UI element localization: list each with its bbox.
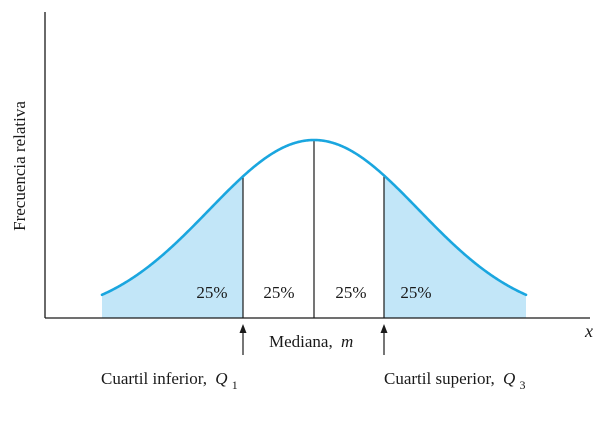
lower-quartile-symbol: Q [215, 369, 227, 388]
lower-quartile-arrow-icon [239, 324, 247, 355]
bell-curve [100, 138, 528, 297]
region-label-1: 25% [196, 283, 227, 302]
region-label-2: 25% [263, 283, 294, 302]
region-label-3: 25% [335, 283, 366, 302]
lower-quartile-label-text: Cuartil inferior, [101, 369, 207, 388]
median-label: Mediana, m [269, 332, 353, 351]
upper-quartile-subscript: 3 [520, 378, 526, 392]
upper-quartile-symbol: Q [503, 369, 515, 388]
lower-quartile-subscript: 1 [232, 378, 238, 392]
lower-quartile-label: Cuartil inferior, Q 1 [101, 369, 238, 392]
median-symbol: m [341, 332, 353, 351]
x-axis-label: x [584, 321, 593, 341]
upper-quartile-label: Cuartil superior, Q 3 [384, 369, 526, 392]
upper-quartile-label-text: Cuartil superior, [384, 369, 495, 388]
upper-quartile-arrow-icon [380, 324, 388, 355]
median-label-text: Mediana, [269, 332, 333, 351]
y-axis-label: Frecuencia relativa [10, 101, 29, 231]
region-label-4: 25% [400, 283, 431, 302]
